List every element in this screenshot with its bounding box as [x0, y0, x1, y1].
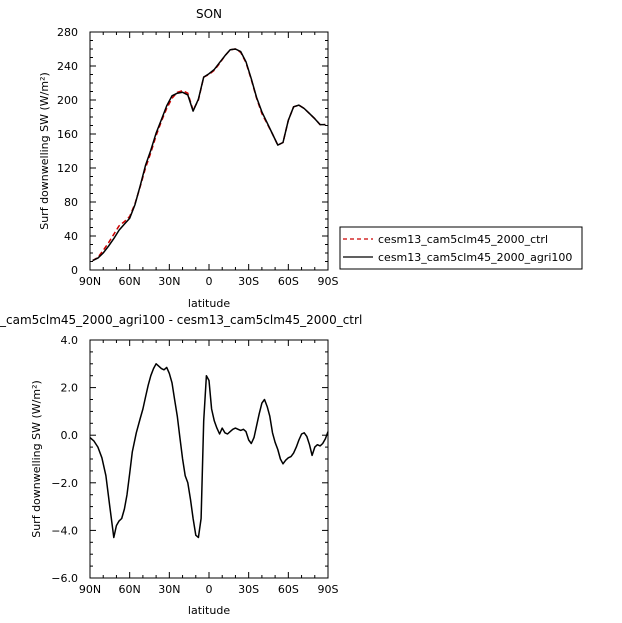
- bottom-axes: 90N 60N 30N 0 30S 60S 90S −6.0 −4.0 −2.0 0.0 2.0 4.0: [51, 334, 338, 596]
- top-series-line-1: [92, 48, 326, 262]
- top-x-tick-label: 30S: [238, 275, 259, 288]
- top-y-tick-label: 120: [57, 162, 78, 175]
- top-plot-area: [92, 48, 326, 262]
- top-chart-title: SON: [196, 7, 222, 21]
- top-y-tick-label: 80: [64, 196, 78, 209]
- legend-box: [339, 226, 583, 270]
- legend-label-agri100: cesm13_cam5clm45_2000_agri100: [378, 251, 572, 264]
- top-panel: SON 90N 60N 30N 0 30S 60S 90S 0 40 80 120 160 200 240…: [38, 7, 339, 310]
- bottom-plot-frame: [89, 339, 329, 579]
- legend: cesm13_cam5clm45_2000_ctrl cesm13_cam5cl…: [339, 226, 583, 270]
- bottom-x-tick-label: 0: [206, 583, 213, 596]
- legend-label-ctrl: cesm13_cam5clm45_2000_ctrl: [378, 233, 548, 246]
- top-plot-frame: [89, 31, 329, 271]
- top-x-tick-label: 0: [206, 275, 213, 288]
- top-x-tick-label: 60S: [278, 275, 299, 288]
- bottom-y-tick-label: 4.0: [61, 334, 79, 347]
- bottom-series-line-0: [89, 363, 329, 539]
- top-y-tick-label: 200: [57, 94, 78, 107]
- top-x-axis-label: latitude: [188, 297, 230, 310]
- bottom-y-axis-label: Surf downwelling SW (W/m²): [30, 380, 43, 538]
- bottom-x-tick-label: 30N: [158, 583, 180, 596]
- bottom-x-tick-label: 60N: [119, 583, 141, 596]
- bottom-x-tick-label: 90S: [318, 583, 339, 596]
- bottom-chart-title: _cam5clm45_2000_agri100 - cesm13_cam5clm…: [0, 313, 362, 327]
- top-y-tick-label: 40: [64, 230, 78, 243]
- top-x-tick-label: 90S: [318, 275, 339, 288]
- bottom-y-tick-label: 2.0: [61, 382, 79, 395]
- top-series-line-0: [92, 48, 326, 262]
- top-axes: 90N 60N 30N 0 30S 60S 90S 0 40 80 120 160 200 240 280: [57, 26, 339, 288]
- bottom-y-tick-label: −2.0: [51, 477, 78, 490]
- top-y-axis-label: Surf downwelling SW (W/m²): [38, 72, 51, 230]
- bottom-x-tick-label: 30S: [238, 583, 259, 596]
- bottom-y-tick-label: −6.0: [51, 572, 78, 585]
- top-y-tick-label: 240: [57, 60, 78, 73]
- bottom-y-tick-label: −4.0: [51, 524, 78, 537]
- top-x-tick-label: 90N: [79, 275, 101, 288]
- bottom-x-axis-label: latitude: [188, 604, 230, 617]
- bottom-x-tick-label: 90N: [79, 583, 101, 596]
- bottom-panel: _cam5clm45_2000_agri100 - cesm13_cam5clm…: [0, 313, 362, 617]
- top-y-tick-label: 160: [57, 128, 78, 141]
- top-x-tick-label: 60N: [119, 275, 141, 288]
- top-y-tick-label: 0: [71, 264, 78, 277]
- bottom-x-tick-label: 60S: [278, 583, 299, 596]
- bottom-y-tick-label: 0.0: [61, 429, 79, 442]
- bottom-plot-area: [89, 363, 329, 539]
- top-x-tick-label: 30N: [158, 275, 180, 288]
- top-y-tick-label: 280: [57, 26, 78, 39]
